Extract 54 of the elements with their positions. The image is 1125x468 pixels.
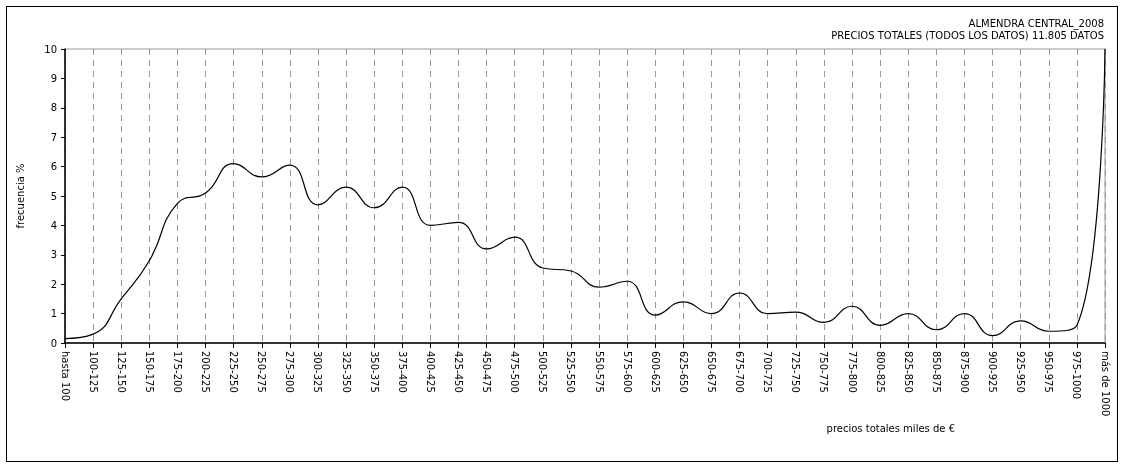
y-tick-label: 10 — [44, 43, 57, 55]
x-tick-label: 575-600 — [621, 351, 633, 393]
y-axis-title: frecuencia % — [14, 163, 26, 229]
x-tick-label: 975-1000 — [1071, 351, 1083, 400]
x-tick-label: 800-825 — [874, 351, 886, 393]
x-tick-label: 850-875 — [930, 351, 942, 393]
x-tick-label: 675-700 — [734, 351, 746, 393]
x-tick-label: 150-175 — [143, 351, 155, 393]
x-tick-label: 625-650 — [677, 351, 689, 393]
x-tick-label: más de 1000 — [1099, 351, 1111, 417]
x-tick-label: 925-950 — [1015, 351, 1027, 393]
x-tick-label: 250-275 — [256, 351, 268, 393]
x-axis-title: precios totales miles de € — [826, 422, 955, 434]
line-series — [64, 48, 1106, 340]
x-tick-label: 200-225 — [200, 351, 212, 393]
x-tick-label: 825-850 — [902, 351, 914, 393]
chart-subtitle: PRECIOS TOTALES (TODOS LOS DATOS) 11.805 DATOS — [831, 29, 1104, 41]
x-tick-label: 600-625 — [649, 351, 661, 393]
x-tick-label: 425-450 — [453, 351, 465, 393]
x-tick-label: 700-725 — [762, 351, 774, 393]
y-tick-label: 2 — [50, 278, 57, 290]
x-tick-label: 375-400 — [396, 351, 408, 393]
y-tick-label: 1 — [50, 308, 57, 320]
y-tick-label: 3 — [50, 249, 57, 261]
chart-title: ALMENDRA CENTRAL_2008 — [968, 17, 1104, 30]
y-tick-label: 8 — [50, 102, 57, 114]
y-tick-label: 5 — [50, 190, 57, 202]
x-tick-label: 175-200 — [171, 351, 183, 393]
y-tick-label: 0 — [50, 337, 57, 349]
y-tick-label: 7 — [50, 131, 57, 143]
x-tick-label: 900-925 — [987, 351, 999, 393]
y-tick-label: 4 — [50, 219, 57, 231]
x-tick-label: 350-375 — [368, 351, 380, 393]
x-tick-label: 725-750 — [790, 351, 802, 393]
x-tick-label: 750-775 — [818, 351, 830, 393]
x-tick-label: 475-500 — [509, 351, 521, 393]
x-tick-label: 275-300 — [284, 351, 296, 393]
x-tick-label: 450-475 — [481, 351, 493, 393]
y-tick-label: 9 — [50, 72, 57, 84]
x-tick-label: 775-800 — [846, 351, 858, 393]
x-tick-label: 325-350 — [340, 351, 352, 393]
x-tick-label: 525-550 — [565, 351, 577, 393]
x-tick-label: 500-525 — [537, 351, 549, 393]
x-tick-label: 950-975 — [1043, 351, 1055, 393]
x-tick-label: hasta 100 — [59, 351, 71, 401]
x-tick-label: 650-675 — [705, 351, 717, 393]
x-tick-label: 550-575 — [593, 351, 605, 393]
x-tick-label: 300-325 — [312, 351, 324, 393]
x-tick-label: 125-150 — [115, 351, 127, 393]
x-tick-label: 100-125 — [87, 351, 99, 393]
x-tick-label: 225-250 — [228, 351, 240, 393]
x-tick-label: 400-425 — [424, 351, 436, 393]
y-tick-label: 6 — [50, 161, 57, 173]
x-tick-label: 875-900 — [958, 351, 970, 393]
